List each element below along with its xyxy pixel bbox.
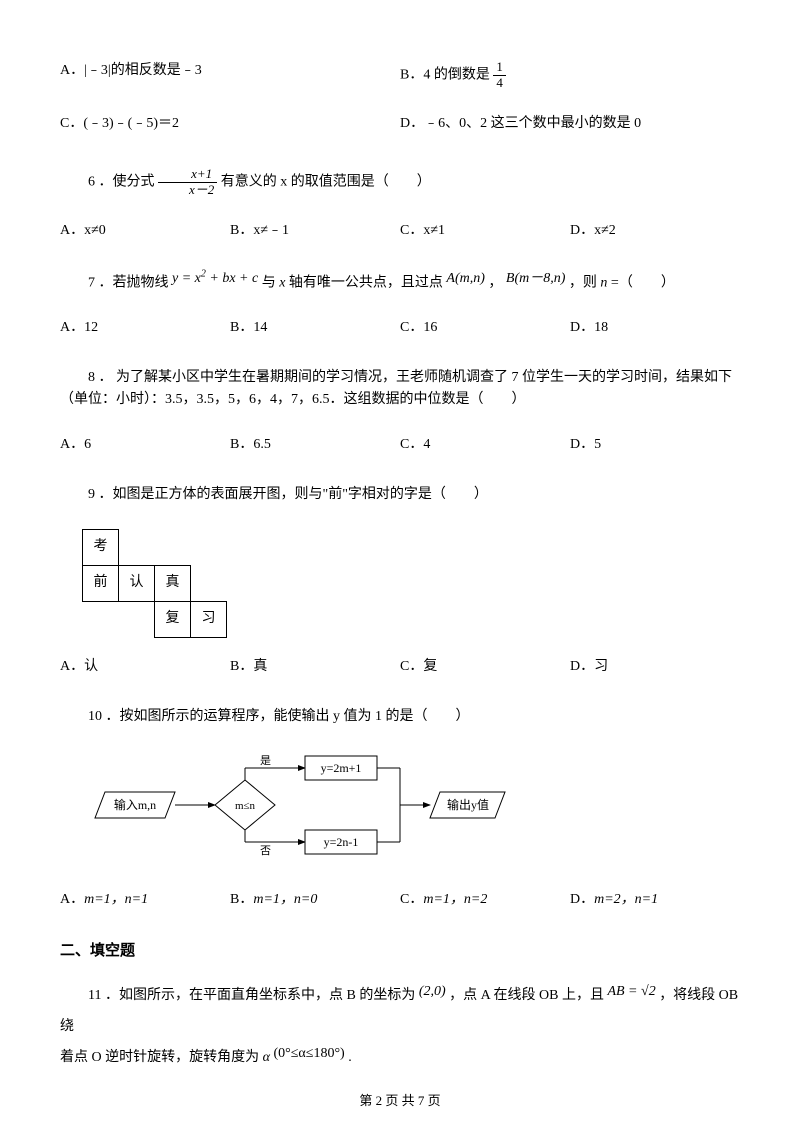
q6-suffix: 有意义的 x 的取值范围是（ ） <box>221 175 431 190</box>
frac-den: 4 <box>493 75 506 91</box>
q6-optC: C．x≠1 <box>400 220 570 242</box>
q8-line1: 8 ． 为了解某小区中学生在暑期期间的学习情况，王老师随机调查了 7 位学生一天… <box>60 367 740 389</box>
q8-options: A．6 B．6.5 C．4 D．5 <box>60 434 740 456</box>
q11-alpha: α <box>263 1050 270 1065</box>
q10-optA: A．m=1，n=1 <box>60 889 230 911</box>
net-cell: 真 <box>155 565 191 601</box>
page-footer: 第 2 页 共 7 页 <box>0 1091 800 1112</box>
net-cell: 前 <box>83 565 119 601</box>
q9-optB: B．真 <box>230 656 400 678</box>
q6-options: A．x≠0 B．x≠﹣1 C．x≠1 D．x≠2 <box>60 220 740 242</box>
q11-range: (0°≤α≤180°) <box>273 1046 344 1061</box>
q6-prefix: 6 ．使分式 <box>88 175 155 190</box>
q11-p2: 着点 O 逆时针旋转，旋转角度为 α (0°≤α≤180°) . <box>60 1043 740 1074</box>
q8-optC: C．4 <box>400 434 570 456</box>
q7-prefix: 7 ．若抛物线 <box>88 275 169 290</box>
q11-coord: (2,0) <box>419 984 446 999</box>
q11-ab: AB = √2 <box>607 984 655 999</box>
q7-ptB: B(m－8,n) <box>506 271 566 286</box>
flow-yes: 是 <box>260 754 271 767</box>
q10-text: 10 ．按如图所示的运算程序，能使输出 y 值为 1 的是（ ） <box>60 706 740 728</box>
q5-optA: A．|﹣3|的相反数是﹣3 <box>60 60 400 91</box>
flow-cond: m≤n <box>235 800 256 812</box>
q11-p1: 11 ．如图所示，在平面直角坐标系中，点 B 的坐标为 (2,0) ，点 A 在… <box>60 981 740 1043</box>
q9-optC: C．复 <box>400 656 570 678</box>
q7-suffix: ，则 <box>569 275 597 290</box>
q10-optB: B．m=1，n=0 <box>230 889 400 911</box>
q7-comma1: ， <box>488 275 502 290</box>
q7-mid1: 与 <box>262 275 276 290</box>
q5-row2: C．(﹣3)﹣(﹣5)＝2 D．﹣6、0、2 这三个数中最小的数是 0 <box>60 113 740 135</box>
q10-figure: 输入m,n m≤n 是 否 y=2m+1 y=2n-1 输出y值 <box>90 750 740 868</box>
q7-x: x <box>279 275 285 290</box>
q7-n: n <box>600 275 607 290</box>
flow-input: 输入m,n <box>114 797 156 812</box>
q5-optB-frac: 1 4 <box>493 60 506 91</box>
q7-optC: C．16 <box>400 317 570 339</box>
q7-mid2: 轴有唯一公共点，且过点 <box>289 275 443 290</box>
q8-optD: D．5 <box>570 434 740 456</box>
q7-optA: A．12 <box>60 317 230 339</box>
q6-frac: x+1 x－2 <box>158 167 217 198</box>
q8-optB: B．6.5 <box>230 434 400 456</box>
q8-line2: （单位：小时）：3.5，3.5，5，6，4，7，6.5．这组数据的中位数是（ ） <box>60 389 740 411</box>
flow-output: 输出y值 <box>447 797 489 812</box>
flowchart-svg: 输入m,n m≤n 是 否 y=2m+1 y=2n-1 输出y值 <box>90 750 510 860</box>
q5-optD: D．﹣6、0、2 这三个数中最小的数是 0 <box>400 113 740 135</box>
q6-text: 6 ．使分式 x+1 x－2 有意义的 x 的取值范围是（ ） <box>60 167 740 198</box>
q7-formula: y = x2 + bx + c <box>172 271 262 286</box>
q9-options: A．认 B．真 C．复 D．习 <box>60 656 740 678</box>
q5-optB: B．4 的倒数是 1 4 <box>400 60 740 91</box>
q11-text: 11 ．如图所示，在平面直角坐标系中，点 B 的坐标为 (2,0) ，点 A 在… <box>60 981 740 1073</box>
q7-options: A．12 B．14 C．16 D．18 <box>60 317 740 339</box>
q7-formula-y: y = x <box>172 271 201 286</box>
q7-optB: B．14 <box>230 317 400 339</box>
flow-no: 否 <box>260 845 271 857</box>
cube-net: 考 前 认 真 复 习 <box>82 529 227 638</box>
net-cell: 认 <box>119 565 155 601</box>
q8-optA: A．6 <box>60 434 230 456</box>
frac-den: x－2 <box>158 182 217 198</box>
q9-optD: D．习 <box>570 656 740 678</box>
q7-optD: D．18 <box>570 317 740 339</box>
frac-num: 1 <box>493 60 506 75</box>
q10-optC: C．m=1，n=2 <box>400 889 570 911</box>
q7-ptA: A(m,n) <box>446 271 485 286</box>
q5-optB-prefix: B．4 的倒数是 <box>400 68 490 83</box>
flow-branch2: y=2n-1 <box>324 835 359 849</box>
q8-text: 8 ． 为了解某小区中学生在暑期期间的学习情况，王老师随机调查了 7 位学生一天… <box>60 367 740 412</box>
flow-branch1: y=2m+1 <box>321 761 362 775</box>
q10-optD: D．m=2，n=1 <box>570 889 740 911</box>
net-cell: 考 <box>83 529 119 565</box>
net-cell: 复 <box>155 601 191 637</box>
frac-num: x+1 <box>158 167 217 182</box>
q7-formula-rest: + bx + c <box>206 271 258 286</box>
q10-options: A．m=1，n=1 B．m=1，n=0 C．m=1，n=2 D．m=2，n=1 <box>60 889 740 911</box>
q6-optA: A．x≠0 <box>60 220 230 242</box>
q9-figure: 考 前 认 真 复 习 <box>82 529 740 638</box>
q7-tail: =（ ） <box>611 275 675 290</box>
net-cell: 习 <box>191 601 227 637</box>
section2-heading: 二、填空题 <box>60 939 740 963</box>
q9-text: 9 ．如图是正方体的表面展开图，则与"前"字相对的字是（ ） <box>60 484 740 506</box>
q6-optD: D．x≠2 <box>570 220 740 242</box>
q7-text: 7 ．若抛物线 y = x2 + bx + c 与 x 轴有唯一公共点，且过点 … <box>60 271 740 295</box>
q5-optC: C．(﹣3)﹣(﹣5)＝2 <box>60 113 400 135</box>
q6-optB: B．x≠﹣1 <box>230 220 400 242</box>
q9-optA: A．认 <box>60 656 230 678</box>
q5-row1: A．|﹣3|的相反数是﹣3 B．4 的倒数是 1 4 <box>60 60 740 91</box>
